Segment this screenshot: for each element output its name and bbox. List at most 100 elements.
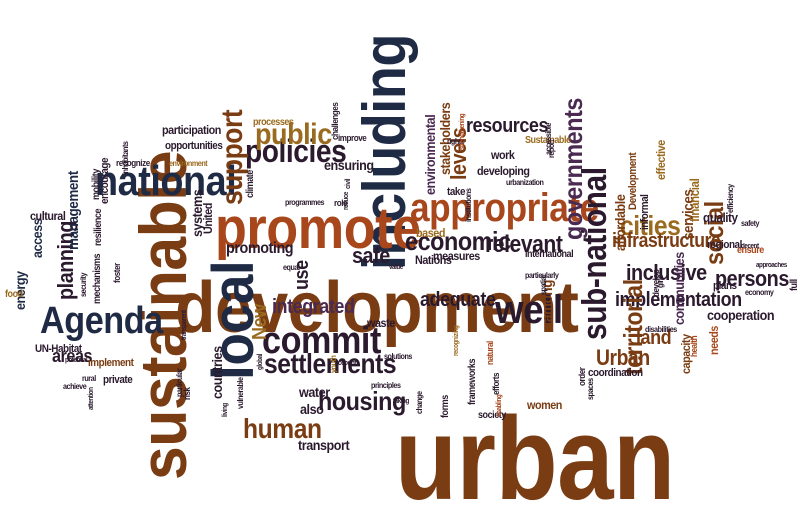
cloud-word-plans: plans [713, 280, 737, 292]
cloud-word-foster: foster [112, 263, 122, 283]
cloud-word-un-habitat: UN-Habitat [35, 343, 82, 355]
cloud-word-water: water [299, 384, 330, 400]
cloud-word-environmental: environmental [422, 114, 438, 195]
cloud-word-resilience: resilience [93, 208, 104, 246]
cloud-word-safe: safe [352, 243, 390, 268]
cloud-word-role: role [334, 198, 348, 208]
cloud-word-mobility: mobility [91, 169, 102, 200]
cloud-word-sustainable: Sustainable [525, 135, 571, 146]
cloud-word-reduce: reduce [343, 192, 350, 210]
cloud-word-land: land [636, 327, 672, 349]
cloud-word-achieve: achieve [63, 382, 87, 391]
cloud-word-improve: improve [338, 133, 367, 143]
cloud-word-account: account [335, 360, 357, 367]
cloud-word-policies: policies [245, 133, 347, 169]
cloud-word-private: private [103, 374, 133, 386]
cloud-word-health: health [689, 335, 699, 357]
cloud-word-also: also [300, 401, 324, 417]
cloud-word-natural: natural [485, 341, 495, 365]
cloud-word-recognize: recognize [116, 158, 150, 168]
cloud-word-opportunities: opportunities [165, 140, 223, 152]
cloud-word-persons: persons [715, 266, 789, 291]
cloud-word-urban: urban [395, 393, 675, 523]
cloud-word-coordination: coordination [588, 367, 643, 379]
cloud-word-access: access [29, 218, 45, 258]
cloud-word-economic: economic [405, 226, 511, 256]
cloud-word-ensuring: ensuring [324, 157, 374, 173]
cloud-word-potential: potential [65, 357, 88, 364]
cloud-word-promote: promote [215, 196, 421, 261]
cloud-word-frameworks: frameworks [467, 358, 478, 405]
cloud-word-food: food [5, 289, 23, 300]
cloud-word-appropriate: appropriate [410, 186, 599, 230]
cloud-word-measures: measures [433, 249, 480, 263]
cloud-word-well: well [495, 288, 563, 332]
cloud-word-girls: girls [656, 275, 665, 288]
cloud-word-new: New [249, 304, 271, 340]
cloud-word-nations: Nations [415, 253, 452, 267]
cloud-word-take: take [447, 186, 466, 198]
cloud-word-development: Development [627, 152, 639, 210]
cloud-word-women: women [527, 398, 562, 412]
cloud-word-accessible: accessible [544, 123, 553, 155]
cloud-word-housing: housing [318, 386, 406, 416]
cloud-word-society: society [478, 410, 506, 421]
cloud-word-participation: participation [162, 123, 221, 137]
cloud-word-developing: developing [477, 164, 530, 178]
cloud-word-development: development [175, 268, 579, 348]
cloud-word-inhabitants: inhabitants [121, 141, 130, 175]
cloud-word-mechanisms: mechanisms [92, 253, 103, 304]
cloud-word-civil: civil [345, 178, 352, 189]
cloud-word-approaches: approaches [756, 262, 787, 269]
cloud-word-rights: rights [447, 137, 465, 146]
cloud-word-waste: waste [367, 316, 395, 330]
cloud-word-solutions: solutions [384, 352, 412, 361]
cloud-word-united: United [201, 203, 215, 234]
cloud-word-decent: decent [741, 243, 759, 250]
cloud-word-cities: cities [620, 210, 681, 241]
cloud-word-ensure: ensure [737, 245, 764, 256]
cloud-word-infrastructure: infrastructure [612, 230, 721, 252]
cloud-word-security: security [79, 272, 88, 297]
cloud-word-efficiency: efficiency [726, 184, 735, 213]
cloud-word-settlements: settlements [264, 348, 397, 379]
cloud-word-environment: environment [169, 159, 208, 168]
cloud-word-cooperation: cooperation [707, 307, 775, 323]
cloud-word-efforts: efforts [491, 372, 501, 395]
cloud-word-taking: taking [393, 398, 409, 405]
cloud-word-communities: communities [671, 252, 687, 325]
cloud-word-human: human [243, 413, 322, 444]
cloud-word-inclusive: inclusive [626, 260, 707, 285]
cloud-word-attention: attention [88, 387, 95, 410]
cloud-word-programmes: programmes [285, 198, 325, 207]
cloud-word-national: national [95, 157, 237, 204]
cloud-word-rural: rural [82, 374, 96, 383]
cloud-word-implementation: implementation [615, 289, 742, 311]
cloud-word-work: work [491, 148, 515, 162]
cloud-word-regional: regional [707, 239, 742, 251]
cloud-word-adequate: adequate [420, 289, 496, 311]
cloud-word-cultural: cultural [30, 209, 66, 223]
cloud-word-integrated: integrated [272, 296, 355, 318]
cloud-word-countries: countries [209, 346, 225, 399]
cloud-word-public: public [255, 118, 332, 151]
cloud-word-safety: safety [741, 219, 760, 228]
cloud-word-particularly: particularly [525, 271, 559, 280]
cloud-word-recognizing: recognizing [453, 325, 460, 356]
cloud-word-value: value [389, 264, 403, 271]
cloud-word-based: based [416, 226, 445, 240]
cloud-word-climate: climate [245, 170, 256, 198]
cloud-word-resources: resources [466, 115, 549, 137]
cloud-word-full: full [789, 279, 800, 291]
cloud-word-international: international [525, 249, 574, 260]
cloud-word-relevant: relevant [485, 231, 563, 258]
cloud-word-disabilities: disabilities [645, 325, 677, 334]
cloud-word-governments: governments [558, 98, 588, 240]
cloud-word-equal: equal [283, 263, 300, 272]
cloud-word-financial: financial [687, 178, 702, 222]
cloud-word-transparent: transparent [181, 310, 188, 340]
cloud-word-needs: needs [707, 326, 721, 355]
cloud-word-global: global [257, 354, 264, 370]
cloud-word-implement: implement [88, 357, 134, 369]
cloud-word-risk: risk [182, 387, 192, 400]
